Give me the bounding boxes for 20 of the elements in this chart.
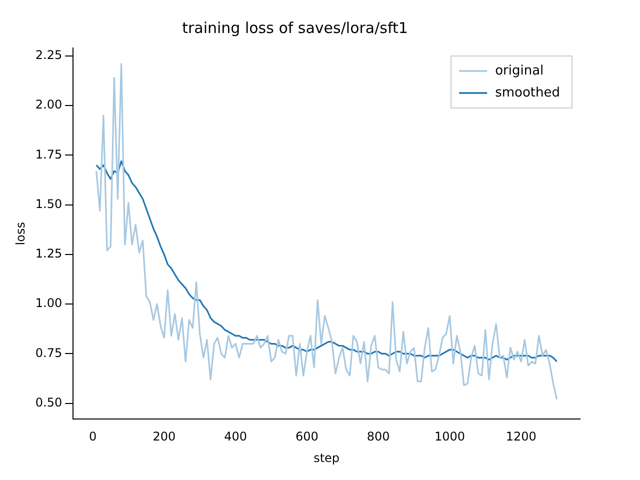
x-tick-label: 800 [366,430,390,444]
y-tick-label: 2.25 [35,48,62,62]
y-axis-title: loss [13,222,28,246]
legend-label: smoothed [495,85,560,100]
x-tick-label: 600 [295,430,318,444]
y-tick-label: 1.75 [35,147,62,162]
x-tick-label: 400 [224,430,247,444]
y-tick-label: 1.25 [35,246,62,261]
y-tick-label: 1.00 [35,296,62,310]
y-tick-label: 0.75 [35,346,62,360]
x-tick-label: 0 [88,430,97,444]
legend-label: original [495,63,544,78]
y-tick-label: 1.50 [35,196,62,211]
x-axis-title: step [314,450,340,465]
y-tick-label: 0.50 [35,395,62,410]
x-tick-label: 200 [152,430,176,444]
chart-title: training loss of saves/lora/sft1 [182,18,408,37]
y-tick-label: 2.00 [35,98,62,112]
x-tick-label: 1000 [434,430,465,444]
x-tick-label: 1200 [506,430,536,444]
